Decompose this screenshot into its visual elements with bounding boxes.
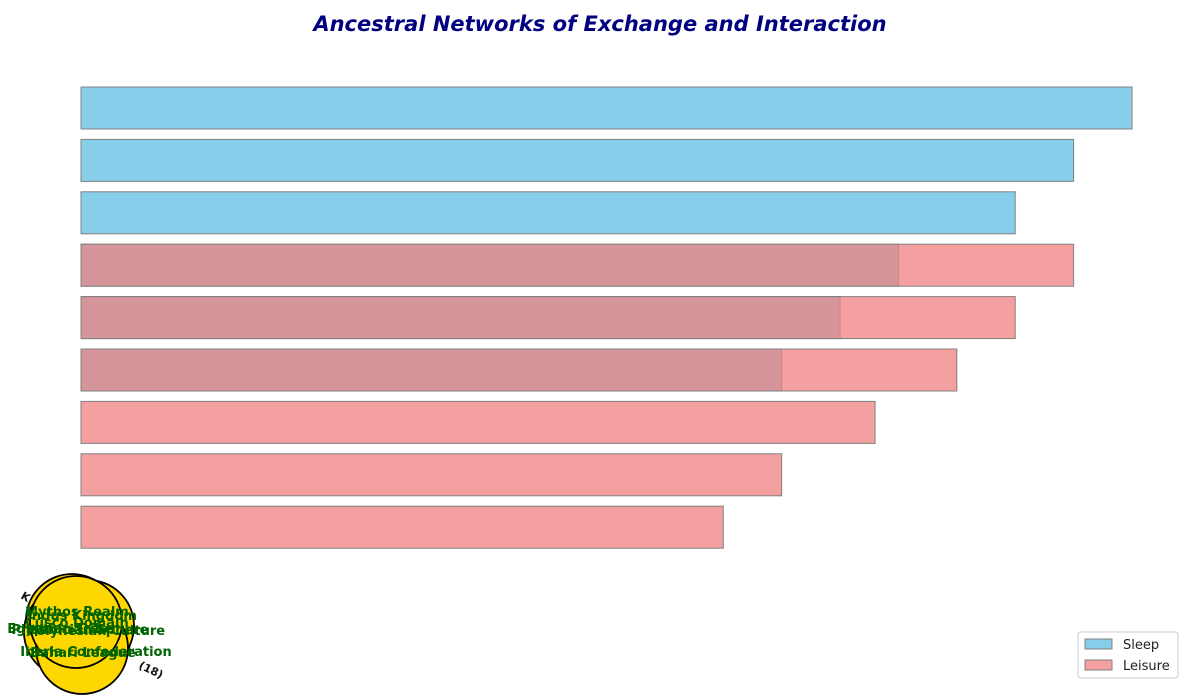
legend-label-leisure: Leisure — [1123, 659, 1170, 674]
bar-sleep-0 — [80, 86, 1133, 130]
bar-leisure-5 — [80, 348, 958, 392]
legend: Sleep Leisure — [1077, 631, 1179, 679]
network-node-label-1: Indus Kingdom — [27, 609, 137, 624]
bar-leisure-7 — [80, 453, 783, 497]
network-node-label-0: Mythos Realm — [25, 605, 129, 620]
bar-leisure-6 — [80, 400, 876, 444]
bar-leisure-8 — [80, 505, 724, 549]
bar-group — [80, 86, 1133, 549]
chart-title: Ancestral Networks of Exchange and Inter… — [311, 12, 886, 36]
legend-label-sleep: Sleep — [1123, 638, 1159, 653]
bar-sleep-1 — [80, 138, 1075, 182]
network-node-label-5: Phoenician Sphere — [12, 623, 149, 638]
bar-sleep-2 — [80, 191, 1016, 235]
network-node-label-3: Polynesian Culture — [27, 624, 165, 639]
network-node-7 — [29, 575, 123, 669]
network-node-label-2: Cusco Domain — [25, 616, 128, 631]
bar-leisure-3 — [80, 243, 1075, 287]
bar-leisure-4 — [80, 296, 1016, 340]
network-node-label-6: Iberia Confederation — [20, 645, 172, 660]
legend-swatch-sleep — [1084, 638, 1113, 650]
network-node-label-4: Egyptian Tribe — [7, 622, 113, 637]
legend-swatch-leisure — [1084, 659, 1113, 671]
network-node-label-7: Bahari League — [30, 646, 136, 661]
network-edge-label-1: (18) — [137, 659, 165, 682]
